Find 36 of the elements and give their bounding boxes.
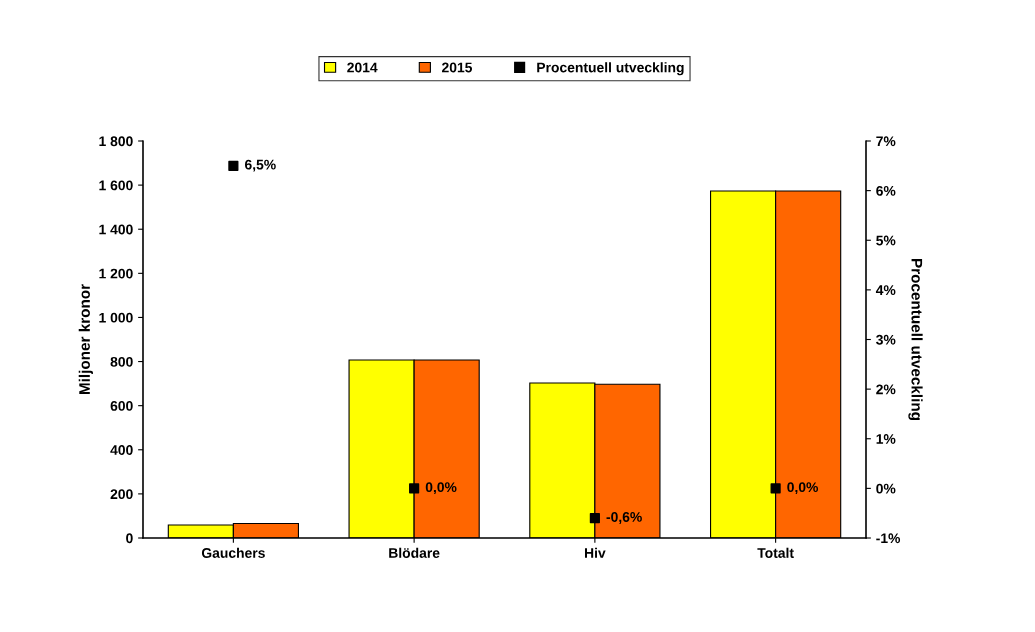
y2-tick-label: 2% xyxy=(876,384,896,395)
y-axis-title: Miljoner kronor xyxy=(78,284,93,395)
y-tick-label: 1 800 xyxy=(99,136,133,147)
data-label: 0,0% xyxy=(425,482,457,495)
y-tick-label: 600 xyxy=(110,401,133,411)
x-tick-label: Totalt xyxy=(757,547,794,558)
legend-label: 2015 xyxy=(442,62,473,73)
y-tick-label: 0 xyxy=(126,533,133,544)
y2-tick-label: 3% xyxy=(876,334,896,345)
x-tick-label: Gauchers xyxy=(201,547,265,558)
y-tick-label: 1 600 xyxy=(99,180,133,191)
y2-tick-label: 5% xyxy=(876,235,896,246)
data-label: 0,0% xyxy=(787,482,819,495)
y-tick-label: 1 000 xyxy=(99,312,133,323)
point xyxy=(589,513,600,524)
point xyxy=(409,483,420,494)
y-tick-label: 1 200 xyxy=(99,268,133,279)
y2-tick-label: 0% xyxy=(876,483,896,494)
y-tick-label: 200 xyxy=(110,489,133,500)
legend-label: 2014 xyxy=(347,62,378,73)
y-tick-label: 1 400 xyxy=(99,224,133,235)
y2-tick-label: 1% xyxy=(876,434,896,444)
data-label: -0,6% xyxy=(606,512,642,524)
y-tick-label: 400 xyxy=(110,445,133,455)
y2-axis-title: Procentuell utveckling xyxy=(908,259,923,420)
y2-tick-label: 7% xyxy=(876,136,896,147)
legend-label: Procentuell utveckling xyxy=(537,62,684,76)
x-tick-label: Blödare xyxy=(389,547,440,558)
y2-tick-label: -1% xyxy=(876,533,901,544)
y2-tick-label: 4% xyxy=(875,285,896,296)
point xyxy=(228,160,239,171)
point xyxy=(770,483,781,494)
data-label: 6,5% xyxy=(244,159,276,172)
y-tick-label: 800 xyxy=(110,356,133,367)
y2-tick-label: 6% xyxy=(876,185,896,196)
x-tick-label: Hiv xyxy=(585,547,606,558)
